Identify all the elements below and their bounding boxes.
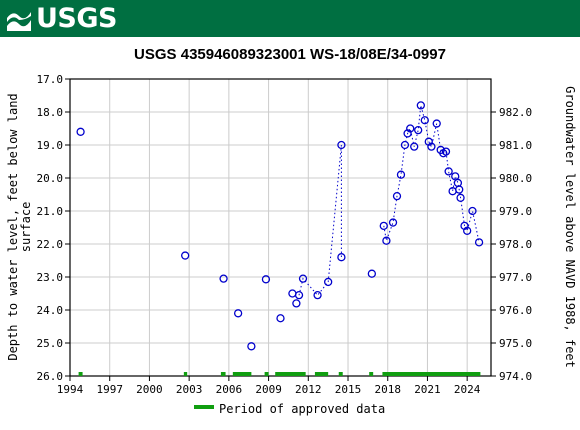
groundwater-chart: USGS 435946089323001 WS-18/08E/34-0997 1… — [6, 46, 577, 416]
approved-period-bar — [275, 372, 306, 376]
data-point — [379, 221, 388, 231]
data-point — [400, 140, 410, 150]
data-point — [313, 290, 322, 300]
y-left-tick-label: 17.0 — [37, 73, 64, 86]
data-point — [292, 299, 301, 308]
data-point — [276, 314, 285, 323]
data-point — [382, 236, 391, 245]
data-point — [410, 142, 419, 151]
data-point — [219, 274, 228, 283]
x-tick-label: 2006 — [216, 383, 243, 396]
y-left-tick-label: 19.0 — [37, 139, 64, 152]
y-left-label-line1: Depth to water level, feet below land — [6, 93, 20, 360]
dotted-connector — [383, 105, 480, 243]
approved-period-bar — [382, 372, 481, 376]
data-point — [337, 140, 346, 150]
dotted-connector — [298, 144, 342, 296]
y-right-tick-label: 975.0 — [499, 337, 532, 350]
x-tick-label: 2003 — [176, 383, 203, 396]
connector-lines — [298, 105, 480, 296]
data-point — [468, 206, 477, 216]
y-right-tick-label: 978.0 — [499, 238, 532, 251]
usgs-banner: USGS — [0, 0, 580, 37]
x-tick-label: 1994 — [57, 383, 84, 396]
y-left-tick-label: 20.0 — [37, 172, 64, 185]
data-point — [392, 191, 402, 201]
x-tick-label: 2012 — [295, 383, 322, 396]
usgs-logo-text: USGS — [36, 3, 117, 34]
y-left-tick-label: 23.0 — [37, 271, 64, 284]
data-point — [337, 253, 346, 262]
data-point — [420, 116, 429, 125]
x-tick-label: 1997 — [96, 383, 123, 396]
data-point — [427, 142, 436, 151]
y-left-axis-ticks: 17.0 18.0 19.0 20.0 21.0 22.0 23.0 24.0 25.0 26.0 — [37, 73, 70, 383]
approved-period-bar — [183, 372, 188, 376]
y-left-label-line2: surface — [19, 202, 33, 253]
y-left-tick-label: 24.0 — [37, 304, 64, 317]
approved-period-bar — [264, 372, 269, 376]
approved-period-bar — [369, 372, 374, 376]
data-point — [388, 218, 398, 227]
y-left-tick-label: 22.0 — [37, 238, 64, 251]
data-point — [444, 167, 453, 176]
data-point — [432, 119, 441, 128]
x-axis-ticks: 1994 1997 2000 2003 2006 2009 2012 2015 2018 2021… — [57, 376, 481, 396]
data-point — [367, 269, 376, 278]
data-point — [456, 193, 465, 202]
y-left-tick-label: 21.0 — [37, 205, 64, 218]
chart-title: USGS 435946089323001 WS-18/08E/34-0997 — [134, 46, 446, 63]
data-point — [261, 275, 271, 284]
y-right-label: Groundwater level above NAVD 1988, feet — [563, 86, 577, 368]
legend-swatch — [194, 405, 214, 409]
y-right-tick-label: 976.0 — [499, 304, 532, 317]
data-point — [416, 101, 425, 110]
y-right-tick-label: 981.0 — [499, 139, 532, 152]
approved-period-bar — [232, 372, 252, 376]
data-point — [294, 290, 304, 300]
data-point — [396, 170, 406, 179]
data-point — [181, 251, 190, 260]
y-right-tick-label: 980.0 — [499, 172, 532, 185]
approved-period-bar — [314, 372, 329, 376]
usgs-wave-icon — [7, 11, 31, 31]
approved-period-bar — [78, 372, 83, 376]
legend: Period of approved data — [194, 402, 385, 416]
y-left-tick-label: 25.0 — [37, 337, 64, 350]
data-point — [441, 147, 451, 156]
approved-periods — [78, 372, 481, 376]
x-tick-label: 2015 — [335, 383, 362, 396]
data-point — [474, 238, 484, 247]
x-tick-label: 2024 — [454, 383, 481, 396]
data-point — [455, 185, 464, 194]
data-point — [233, 309, 243, 318]
x-tick-label: 2021 — [414, 383, 441, 396]
x-tick-label: 2000 — [136, 383, 163, 396]
data-points — [76, 101, 484, 351]
approved-period-bar — [338, 372, 343, 376]
legend-label: Period of approved data — [219, 402, 385, 416]
usgs-logo[interactable]: USGS — [6, 3, 117, 34]
grid-lines — [70, 78, 491, 377]
approved-period-bar — [220, 372, 226, 376]
data-point — [288, 289, 297, 298]
y-right-tick-label: 974.0 — [499, 370, 532, 383]
data-point — [298, 274, 308, 283]
data-point — [463, 226, 472, 235]
y-left-tick-label: 18.0 — [37, 106, 64, 119]
y-right-tick-label: 979.0 — [499, 205, 532, 218]
y-left-tick-label: 26.0 — [37, 370, 64, 383]
data-point — [324, 277, 333, 287]
y-right-tick-label: 977.0 — [499, 271, 532, 284]
y-right-tick-label: 982.0 — [499, 106, 532, 119]
data-point — [247, 342, 256, 351]
data-point — [76, 127, 85, 136]
y-right-axis-ticks: 974.0 975.0 976.0 977.0 978.0 979.0 980.0 981.0… — [491, 106, 532, 383]
data-point — [406, 124, 415, 133]
x-tick-label: 2018 — [374, 383, 401, 396]
data-point — [414, 126, 423, 135]
x-tick-label: 2009 — [255, 383, 282, 396]
